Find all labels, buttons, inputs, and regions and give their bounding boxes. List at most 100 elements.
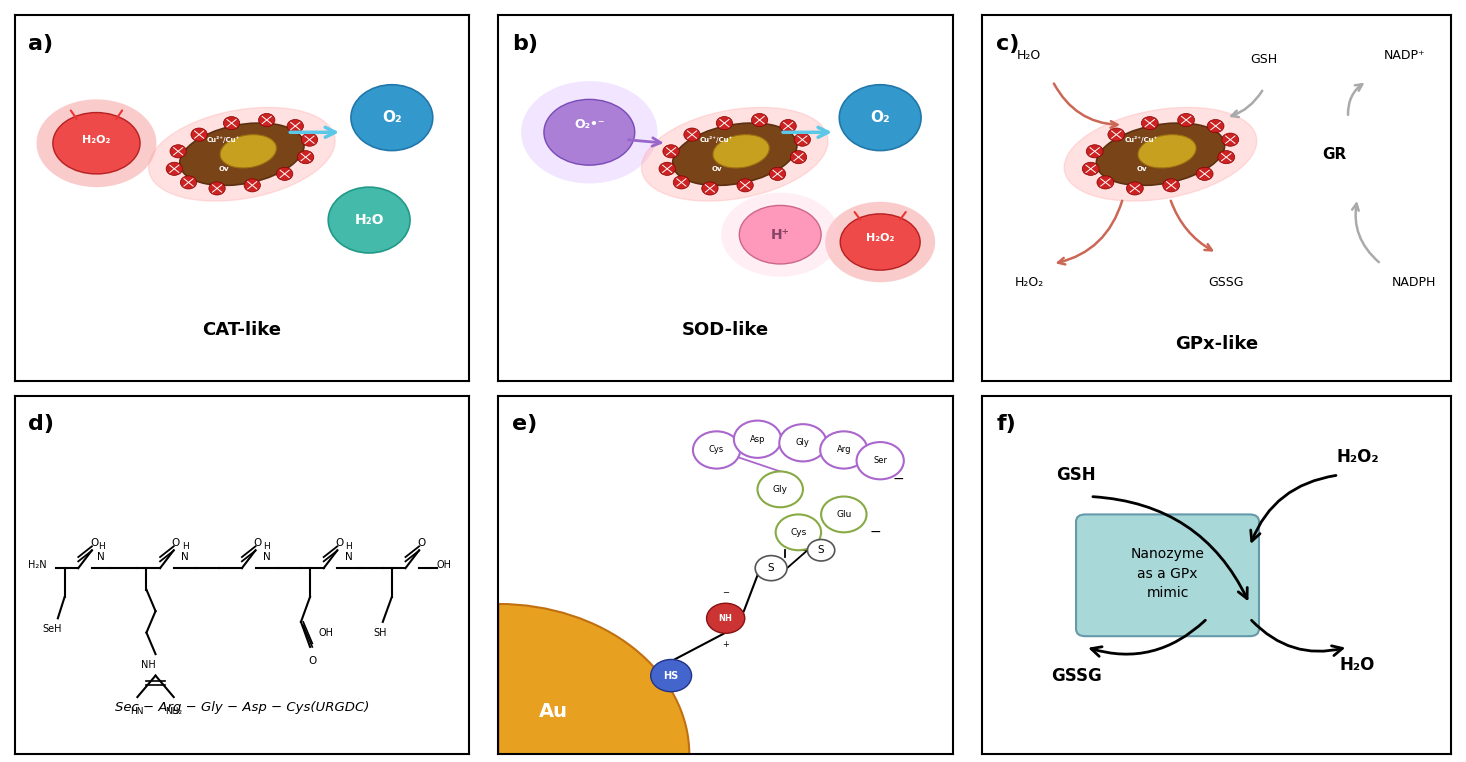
Ellipse shape: [840, 214, 921, 271]
Ellipse shape: [220, 135, 277, 168]
Circle shape: [780, 424, 827, 462]
Text: H₂O: H₂O: [1017, 49, 1041, 62]
Text: Nanozyme
as a GPx
mimic: Nanozyme as a GPx mimic: [1130, 547, 1205, 600]
Text: O: O: [418, 538, 425, 548]
Circle shape: [673, 176, 689, 189]
Text: H: H: [182, 542, 189, 551]
Text: H₂N: H₂N: [28, 559, 47, 569]
Circle shape: [737, 179, 754, 192]
Circle shape: [755, 555, 787, 581]
Text: H₂O₂: H₂O₂: [1014, 276, 1044, 289]
Text: OH: OH: [318, 628, 333, 638]
Ellipse shape: [673, 123, 798, 185]
Text: S: S: [818, 546, 824, 555]
Circle shape: [758, 472, 803, 507]
Text: a): a): [28, 34, 53, 53]
Circle shape: [1221, 133, 1239, 146]
Text: NADPH: NADPH: [1391, 276, 1437, 289]
Text: H⁺: H⁺: [771, 228, 790, 242]
Text: HN: HN: [130, 707, 144, 716]
Circle shape: [660, 162, 676, 175]
Circle shape: [780, 120, 796, 133]
Ellipse shape: [522, 81, 658, 184]
Text: Cys: Cys: [790, 528, 806, 537]
Circle shape: [166, 162, 182, 175]
Circle shape: [180, 176, 196, 189]
Text: Ov: Ov: [711, 166, 721, 172]
Circle shape: [243, 179, 261, 192]
Text: −: −: [869, 525, 881, 539]
Text: GSSG: GSSG: [1208, 276, 1245, 289]
Text: c): c): [997, 34, 1020, 53]
Text: Glu: Glu: [836, 510, 852, 519]
Ellipse shape: [721, 193, 839, 277]
Text: O: O: [254, 538, 262, 548]
Text: O: O: [336, 538, 343, 548]
Text: O: O: [89, 538, 98, 548]
Text: Cu²⁺/Cu⁺: Cu²⁺/Cu⁺: [207, 136, 240, 143]
Text: H₂O: H₂O: [1340, 656, 1375, 674]
Text: NADP⁺: NADP⁺: [1384, 49, 1425, 62]
Text: GR: GR: [1322, 147, 1346, 162]
Ellipse shape: [1097, 123, 1224, 185]
Text: NH: NH: [718, 613, 733, 623]
Text: NH₂: NH₂: [166, 707, 182, 716]
Text: Arg: Arg: [837, 446, 852, 454]
Ellipse shape: [37, 99, 157, 187]
Ellipse shape: [1064, 107, 1256, 201]
Circle shape: [1177, 114, 1195, 126]
Text: −: −: [723, 588, 729, 597]
Text: Ov: Ov: [1136, 166, 1146, 172]
Ellipse shape: [739, 206, 821, 264]
Circle shape: [1086, 145, 1102, 158]
Text: Ov: Ov: [218, 166, 229, 172]
Text: d): d): [28, 415, 54, 434]
Text: f): f): [997, 415, 1016, 434]
Circle shape: [795, 133, 811, 146]
Circle shape: [1207, 120, 1224, 133]
Text: SH: SH: [374, 628, 387, 638]
Circle shape: [302, 133, 318, 146]
Circle shape: [223, 117, 240, 130]
Text: OH: OH: [437, 559, 452, 569]
Ellipse shape: [544, 99, 635, 165]
Text: O₂: O₂: [383, 110, 402, 125]
Circle shape: [808, 539, 834, 561]
Circle shape: [328, 187, 410, 253]
Circle shape: [693, 431, 740, 469]
Text: Au: Au: [538, 702, 567, 721]
Text: +: +: [723, 640, 729, 648]
Circle shape: [821, 497, 866, 533]
Text: H₂O₂: H₂O₂: [866, 233, 894, 243]
Text: SeH: SeH: [43, 624, 62, 634]
Circle shape: [1218, 151, 1234, 164]
Text: N: N: [97, 552, 106, 562]
Text: b): b): [512, 34, 538, 53]
Circle shape: [752, 114, 768, 126]
Circle shape: [1126, 182, 1143, 195]
Circle shape: [258, 114, 276, 126]
Text: GSH: GSH: [1250, 53, 1277, 66]
Text: −: −: [893, 472, 905, 485]
Text: O₂: O₂: [871, 110, 890, 125]
Circle shape: [819, 431, 868, 469]
Circle shape: [790, 151, 806, 164]
Text: CAT-like: CAT-like: [202, 321, 281, 339]
Circle shape: [298, 151, 314, 164]
Circle shape: [1196, 168, 1212, 181]
Text: N: N: [182, 552, 189, 562]
Circle shape: [776, 514, 821, 550]
Circle shape: [1108, 128, 1124, 141]
Wedge shape: [498, 604, 689, 754]
Text: H: H: [346, 542, 352, 551]
Text: GSH: GSH: [1056, 466, 1097, 484]
Circle shape: [663, 145, 679, 158]
Text: N: N: [345, 552, 352, 562]
Text: H₂O: H₂O: [355, 213, 384, 227]
Text: Cu²⁺/Cu⁺: Cu²⁺/Cu⁺: [699, 136, 733, 143]
Text: O: O: [172, 538, 180, 548]
Text: Gly: Gly: [773, 485, 787, 494]
Text: Cys: Cys: [710, 446, 724, 454]
Text: H: H: [98, 542, 104, 551]
Text: SOD-like: SOD-like: [682, 321, 770, 339]
